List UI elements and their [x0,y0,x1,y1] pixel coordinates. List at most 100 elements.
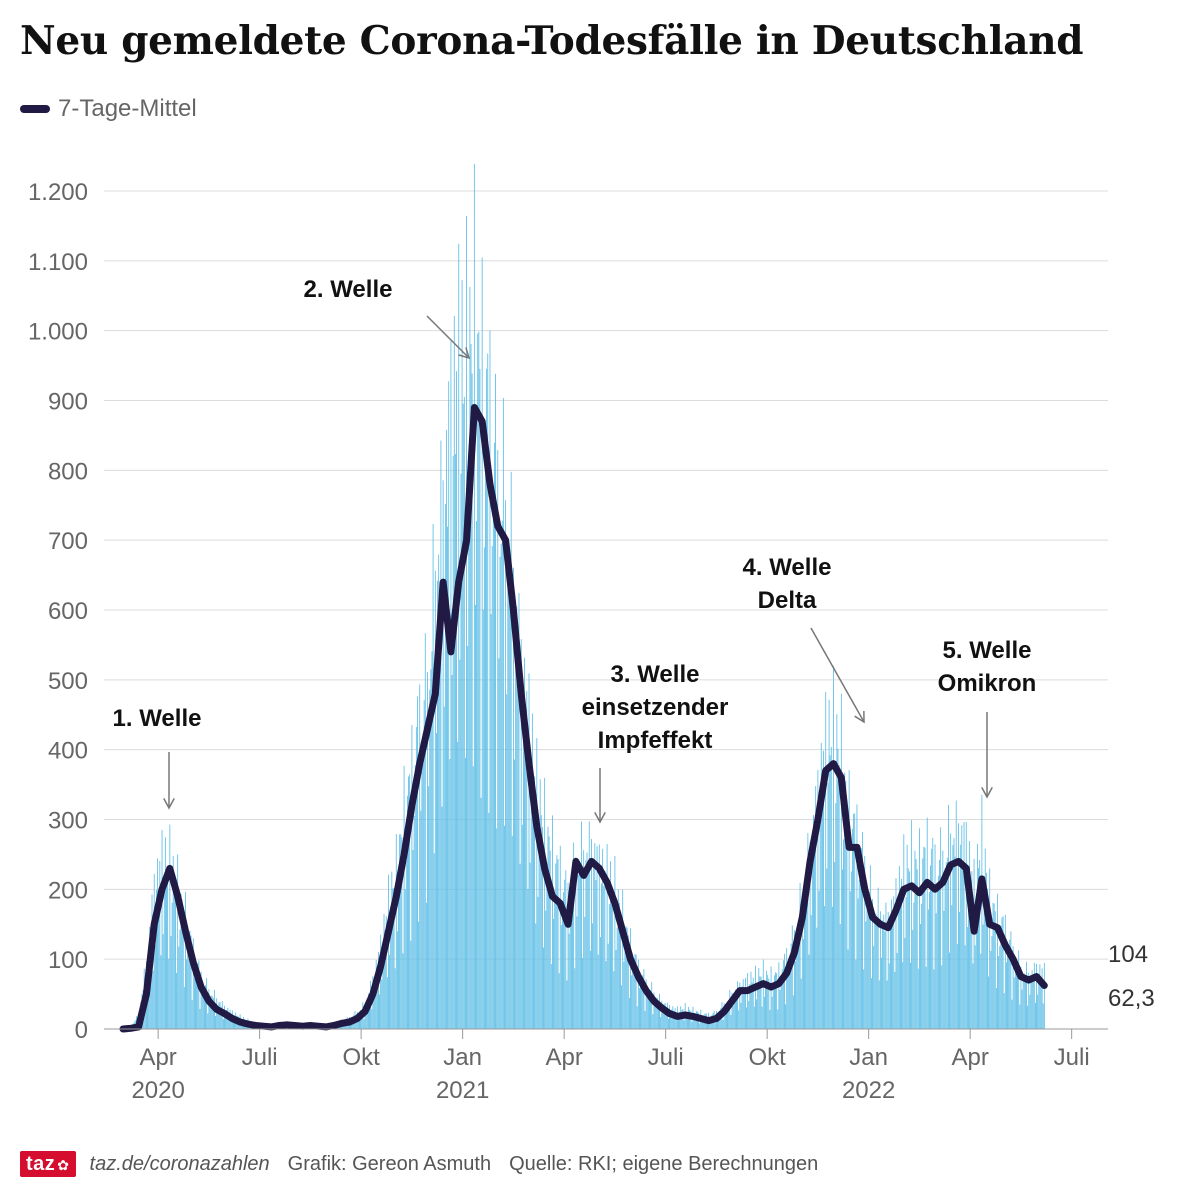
daily-bar [809,841,811,1029]
daily-bar [884,931,886,1029]
daily-bar [427,672,428,1029]
daily-bar [355,1022,357,1029]
daily-bar [602,848,604,1029]
daily-bar [497,449,499,1029]
daily-bar [417,696,418,1029]
daily-bar [610,861,611,1029]
annotation-text: 5. Welle [943,637,1032,664]
daily-bar [567,882,569,1029]
daily-bar [190,935,192,1029]
daily-bar [475,604,476,1029]
wave-annotation: 1. Welle [113,705,201,810]
daily-bar [655,997,657,1029]
y-tick-label: 900 [48,389,88,416]
daily-bar [992,902,994,1029]
daily-bar [905,897,907,1029]
daily-bar [873,945,875,1029]
daily-bar [614,856,616,1029]
daily-bar [394,968,396,1029]
daily-bar [989,868,991,1029]
daily-bar [874,914,876,1029]
chart-svg: 0 100 200 300 400 500 600 700 800 900 1.000 1.100 1.… [28,163,1155,1104]
daily-bar [694,1015,696,1029]
daily-bar [868,891,870,1029]
daily-bar [1039,964,1041,1029]
daily-bar [196,966,198,1029]
daily-bar [489,330,491,1029]
daily-bar [997,893,998,1029]
daily-bar [885,902,887,1029]
daily-bar [894,971,896,1029]
daily-bar [924,847,926,1029]
daily-bar [662,1012,664,1029]
daily-bar [228,1012,230,1029]
daily-bar [929,891,930,1029]
daily-bar [208,989,210,1029]
daily-bar [840,693,842,1029]
legend-line-swatch [20,105,50,113]
daily-bar [162,934,164,1029]
daily-bar [436,732,437,1029]
daily-bar [369,995,370,1029]
daily-bar [404,889,406,1029]
y-tick-label: 1.000 [28,319,88,346]
daily-bar [461,280,463,1029]
daily-bar [795,961,797,1029]
daily-bar [545,910,547,1029]
daily-bar [527,888,529,1029]
daily-bar [806,886,808,1029]
daily-bar [365,1011,367,1029]
daily-bar [869,865,871,1029]
daily-bar [661,1000,663,1029]
daily-bar [627,935,629,1029]
daily-bar [727,1001,728,1029]
daily-bar [568,933,570,1029]
daily-bar [681,1010,683,1029]
daily-bar [866,897,868,1029]
daily-bar [707,1024,708,1029]
daily-bar [402,953,404,1029]
x-tick-year-label: 2021 [436,1077,489,1104]
daily-bar [556,855,558,1029]
daily-bar [452,455,454,1029]
daily-bar [760,976,762,1029]
daily-bar [895,878,897,1029]
annotation-text: einsetzender [582,694,729,721]
daily-bar [537,896,539,1029]
daily-bar [392,888,394,1029]
daily-bar [945,862,947,1029]
daily-bar [554,902,556,1029]
daily-bar [586,852,588,1029]
daily-bar [998,956,1000,1029]
daily-bar [664,1003,666,1029]
daily-bar [187,951,189,1029]
daily-bar [390,918,392,1029]
daily-bar [724,1011,726,1029]
daily-bar [419,684,421,1029]
daily-bar [833,665,834,1029]
daily-bar [613,971,615,1029]
daily-bar [757,985,759,1029]
daily-bar [969,841,971,1029]
daily-bar [649,990,650,1029]
daily-bar [518,593,520,1029]
daily-bar [768,978,770,1029]
daily-bar [169,824,171,1029]
taz-logo[interactable]: taz ✿ [20,1151,76,1177]
daily-bar [995,988,997,1029]
daily-bar [956,944,958,1029]
daily-bar [683,1020,685,1029]
daily-bar [479,368,481,1029]
daily-bar [501,520,503,1029]
daily-bar [962,863,964,1029]
daily-bar [373,997,375,1029]
daily-bar [881,957,882,1029]
daily-bar [883,914,885,1029]
daily-bar [848,770,850,1029]
daily-bar [1022,973,1024,1029]
daily-bar [160,955,162,1029]
annotation-text: 4. Welle [743,554,832,581]
daily-bar [617,889,619,1029]
footer-url[interactable]: taz.de/coronazahlen [89,1152,270,1175]
daily-bar [1003,993,1005,1029]
